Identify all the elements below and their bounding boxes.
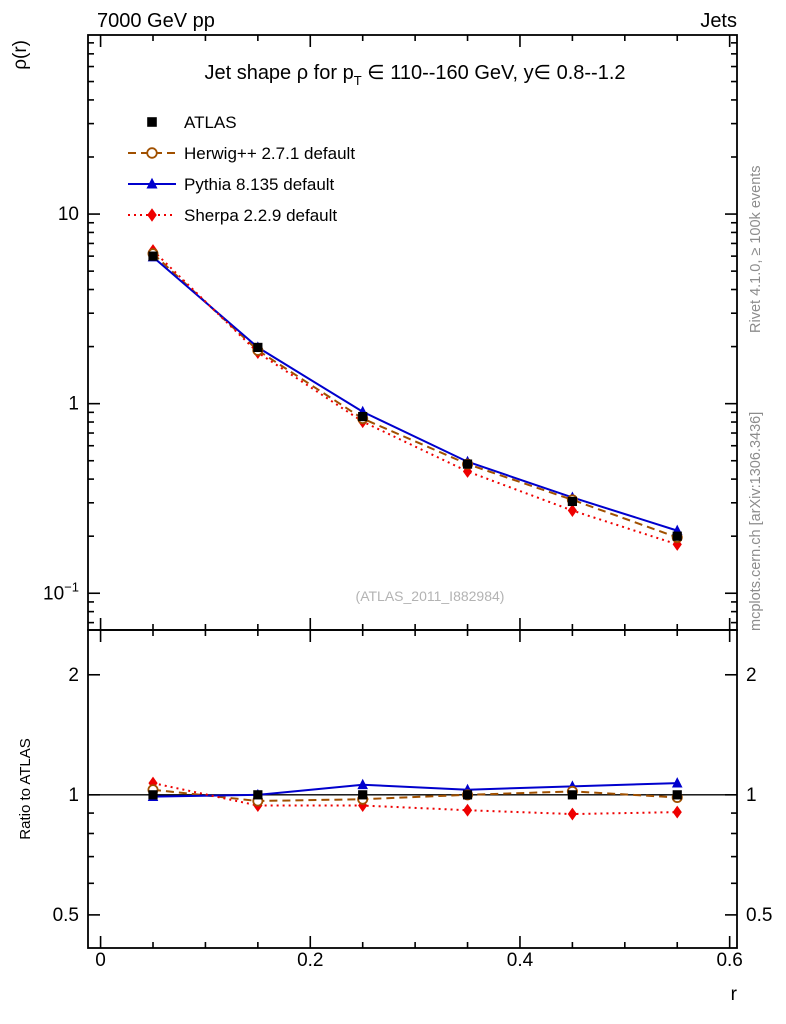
y-tick-label: 1	[68, 394, 79, 415]
marker-diamond	[567, 504, 577, 517]
marker-square	[358, 411, 368, 422]
analysis-id-watermark: (ATLAS_2011_I882984)	[356, 588, 505, 604]
y-axis-title: ρ(r)	[10, 40, 31, 70]
x-tick-label: 0.4	[507, 950, 534, 971]
legend-label: Herwig++ 2.7.1 default	[184, 144, 355, 163]
marker-diamond	[147, 208, 157, 222]
marker-square	[567, 790, 577, 800]
y-tick-label: 10	[58, 204, 79, 225]
marker-triangle	[146, 177, 158, 189]
marker-square	[253, 790, 263, 800]
process-label: Jets	[700, 10, 737, 32]
rivet-version-note: Rivet 4.1.0, ≥ 100k events	[748, 165, 764, 333]
legend-label: ATLAS	[184, 113, 237, 132]
beam-energy-label: 7000 GeV pp	[97, 10, 215, 32]
series-markers-herwig	[147, 248, 683, 807]
marker-square	[462, 459, 473, 469]
marker-diamond	[567, 807, 577, 821]
marker-square	[672, 531, 682, 541]
mcplots-arxiv-note: mcplots.cern.ch [arXiv:1306.3436]	[748, 412, 764, 631]
legend-label: Sherpa 2.2.9 default	[184, 206, 337, 225]
series-line-pythia	[152, 256, 678, 532]
plot-title-part2: ∈ 110--160 GeV, y∈ 0.8--1.2	[362, 62, 626, 84]
ratio-tick-label-left: 1	[68, 785, 79, 806]
marker-square	[672, 790, 682, 800]
ratio-tick-label-left: 0.5	[53, 905, 79, 926]
x-tick-label: 0.2	[297, 950, 323, 971]
marker-square	[147, 117, 157, 127]
marker-diamond	[672, 805, 682, 819]
plot-title-part1: Jet shape ρ for p	[204, 62, 353, 84]
x-tick-label: 0.6	[716, 950, 742, 971]
ratio-tick-label-right: 0.5	[746, 905, 772, 926]
ratio-line-pythia	[152, 782, 678, 798]
ratio-axis-title: Ratio to ATLAS	[17, 738, 34, 839]
x-axis-title: r	[731, 984, 738, 1005]
series-markers-sherpa	[148, 244, 682, 821]
ratio-panel-frame	[87, 629, 738, 949]
marker-triangle	[357, 778, 368, 790]
x-tick-label: 0	[95, 950, 106, 971]
marker-square	[462, 790, 473, 800]
y-tick-label: 10−1	[43, 579, 79, 604]
legend-item-atlas: ATLAS	[147, 113, 237, 132]
marker-square	[148, 251, 158, 261]
plot-title-subscript: T	[354, 73, 362, 88]
marker-square	[567, 496, 577, 507]
legend-item-pythia: Pythia 8.135 default	[128, 175, 335, 194]
marker-square	[148, 790, 158, 800]
plot-title: Jet shape ρ for pT ∈ 110--160 GeV, y∈ 0.…	[204, 62, 625, 88]
series-markers-pythia	[147, 250, 683, 801]
ratio-tick-label-right: 2	[746, 665, 757, 686]
series-markers-atlas	[148, 251, 682, 800]
series-line-herwig	[152, 252, 678, 539]
ratio-line-sherpa	[152, 782, 678, 816]
chart-layer: 0 0.2 0.4 0.6 10 1 10−1 2 2 1 1 0.5 0.5 ATLAS Herwig++…	[43, 34, 772, 971]
marker-square	[253, 342, 263, 353]
marker-diamond	[462, 803, 473, 817]
marker-diamond	[148, 776, 158, 790]
legend-item-sherpa: Sherpa 2.2.9 default	[128, 206, 337, 225]
marker-square	[358, 790, 368, 800]
ratio-tick-label-right: 1	[746, 785, 757, 806]
marker-triangle	[671, 777, 683, 788]
series-line-sherpa	[152, 249, 678, 546]
ratio-line-herwig	[152, 788, 678, 803]
legend-item-herwig: Herwig++ 2.7.1 default	[128, 144, 355, 163]
legend-label: Pythia 8.135 default	[184, 175, 335, 194]
ratio-tick-label-left: 2	[68, 665, 79, 686]
marker-open-circle	[146, 147, 158, 159]
